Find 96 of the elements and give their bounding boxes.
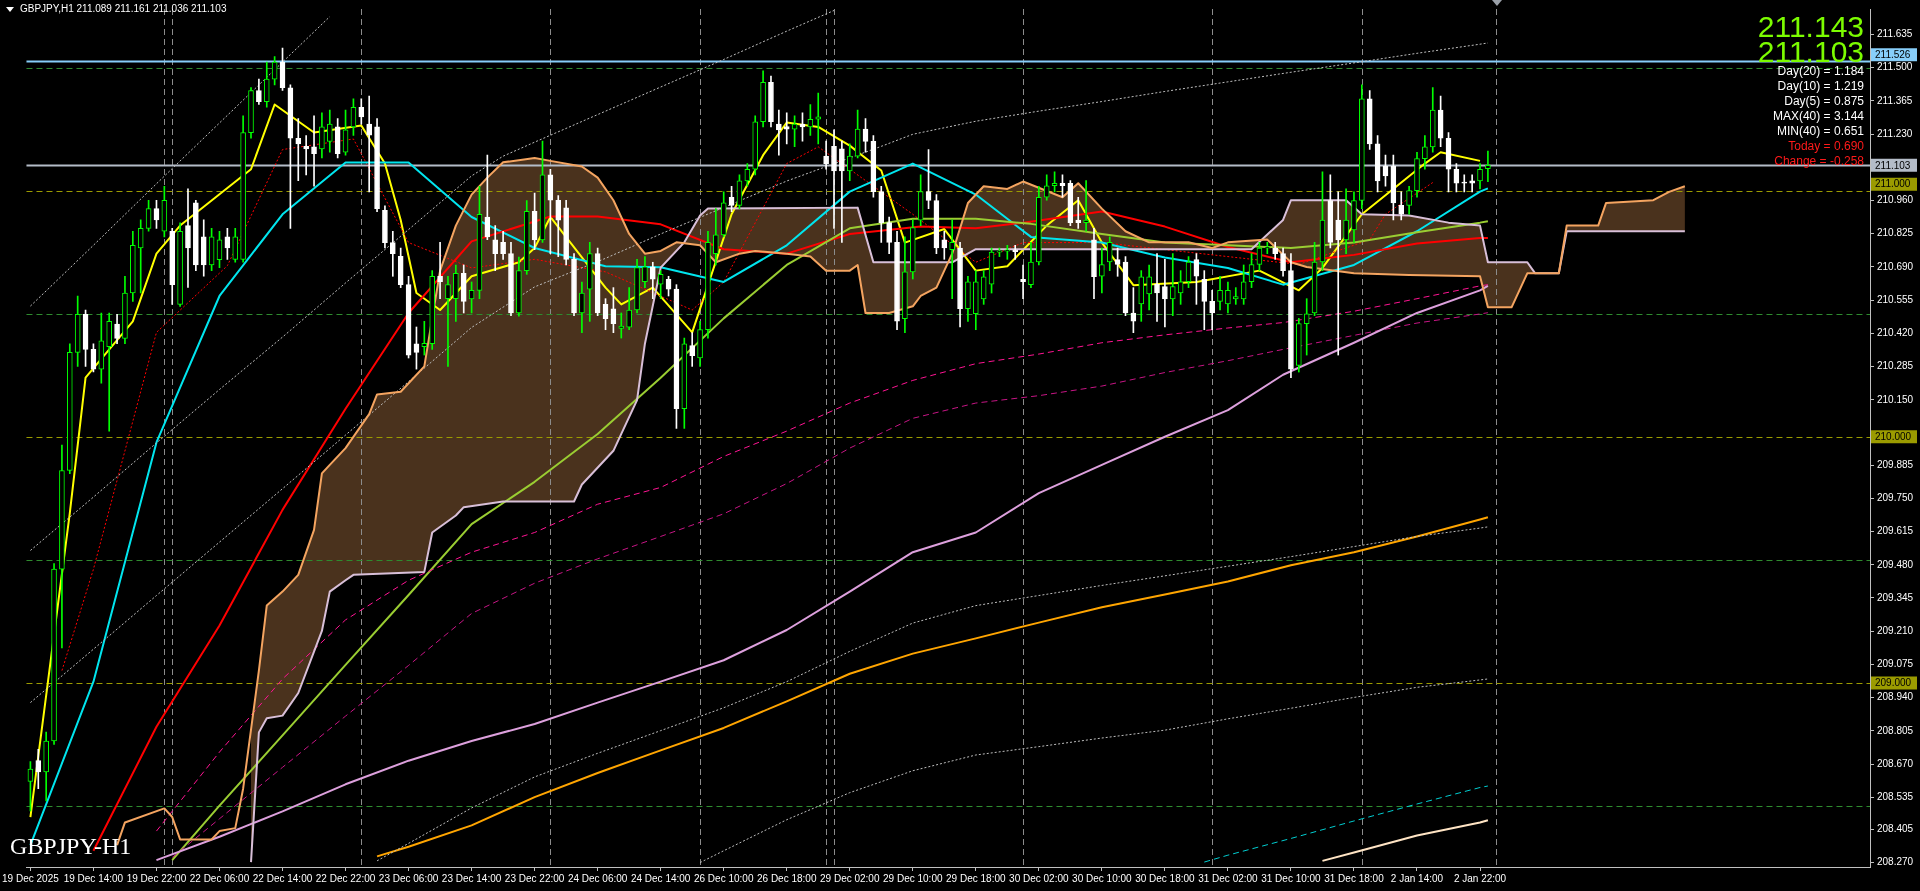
y-tick-label: 208.940 (1877, 691, 1914, 703)
candlestick (949, 219, 956, 300)
y-tick-label: 210.420 (1877, 327, 1914, 339)
chart-title: GBPJPY,H1 211.089 211.161 211.036 211.103 (20, 3, 227, 15)
candlestick (445, 275, 451, 367)
candlestick (815, 92, 822, 145)
x-tick-label: 23 Dec 06:00 (378, 872, 439, 884)
candlestick (1461, 174, 1468, 193)
x-tick-label: 30 Dec 02:00 (1009, 872, 1070, 884)
x-tick-label: 31 Dec 10:00 (1261, 872, 1322, 884)
candlestick (1303, 298, 1310, 356)
candlestick (831, 129, 837, 229)
y-tick-label: 209.615 (1877, 525, 1914, 537)
candlestick (1169, 253, 1176, 317)
y-tick-label: 209.480 (1877, 558, 1914, 570)
y-tick-label: 208.670 (1877, 757, 1914, 769)
annotation: Day(10) = 1.219 (1777, 79, 1864, 94)
annotation: Day(5) = 0.875 (1784, 94, 1864, 109)
candlestick (1469, 174, 1475, 193)
x-tick-label: 22 Dec 14:00 (252, 872, 313, 884)
candlestick (1264, 242, 1271, 254)
line-series (1203, 785, 1489, 863)
y-tick-label: 208.805 (1877, 724, 1914, 736)
x-tick-label: 23 Dec 14:00 (441, 872, 502, 884)
annotation: Day(20) = 1.184 (1777, 64, 1864, 79)
candlestick (1154, 253, 1160, 322)
x-tick-label: 31 Dec 18:00 (1324, 872, 1385, 884)
ref-line-label: 211.526 (1875, 48, 1911, 60)
annotation: 211.143 (1757, 10, 1864, 43)
y-tick-label: 209.885 (1877, 458, 1914, 470)
candlestick (1485, 150, 1491, 183)
y-tick-label: 210.690 (1877, 260, 1914, 272)
y-tick-label: 209.750 (1877, 492, 1914, 504)
y-tick-label: 210.285 (1877, 360, 1914, 372)
candlestick (303, 135, 309, 176)
y-tick-label: 211.500 (1877, 61, 1913, 73)
y-tick-label: 210.960 (1877, 194, 1914, 206)
candlestick (1162, 258, 1168, 328)
y-tick-label: 210.555 (1877, 293, 1914, 305)
annotation: Today = 0.690 (1788, 139, 1864, 154)
x-tick-label: 2 Jan 22:00 (1453, 872, 1507, 884)
annotation: MAX(40) = 3.144 (1772, 109, 1864, 124)
candlestick (1232, 287, 1239, 305)
y-tick-label: 211.365 (1877, 94, 1913, 106)
x-tick-label: 19 Dec 14:00 (63, 872, 124, 884)
x-tick-label: 29 Dec 02:00 (820, 872, 880, 884)
x-tick-label: 23 Dec 22:00 (504, 872, 565, 884)
annotation: GBPJPY-H1 (10, 833, 132, 859)
candlestick (776, 109, 782, 156)
x-tick-label: 2 Jan 14:00 (1390, 872, 1444, 884)
y-tick-label: 209.075 (1877, 658, 1914, 670)
x-tick-label: 19 Dec 2025 (2, 872, 60, 884)
y-tick-label: 209.210 (1877, 624, 1914, 636)
annotation: Change = -0.258 (1774, 154, 1864, 169)
x-tick-label: 29 Dec 18:00 (946, 872, 1006, 884)
candlestick (618, 312, 625, 339)
candlestick (1020, 264, 1026, 300)
ref-line-label: 211.000 (1875, 178, 1911, 190)
y-tick-label: 211.635 (1877, 28, 1913, 40)
candlestick (311, 115, 317, 187)
y-tick-label: 210.825 (1877, 227, 1914, 239)
x-tick-label: 26 Dec 10:00 (693, 872, 754, 884)
y-tick-label: 208.270 (1877, 856, 1914, 868)
candlestick (839, 140, 845, 243)
x-tick-label: 26 Dec 18:00 (756, 872, 817, 884)
candlestick (366, 95, 373, 193)
candlestick (1012, 244, 1019, 260)
candlestick (1335, 191, 1342, 356)
x-tick-label: 22 Dec 22:00 (315, 872, 376, 884)
ref-line-label: 210.000 (1875, 431, 1912, 443)
x-tick-label: 19 Dec 22:00 (126, 872, 187, 884)
line-series (699, 678, 1489, 864)
ref-line-label: 211.103 (1875, 159, 1911, 171)
y-tick-label: 210.150 (1877, 393, 1914, 405)
candlestick (1083, 180, 1089, 232)
x-tick-label: 30 Dec 18:00 (1135, 872, 1196, 884)
candlestick (783, 112, 790, 145)
ref-line-label: 209.000 (1875, 677, 1912, 689)
y-tick-label: 208.535 (1877, 791, 1914, 803)
x-tick-label: 29 Dec 10:00 (883, 872, 943, 884)
candlestick (1004, 244, 1011, 260)
y-tick-label: 209.345 (1877, 591, 1914, 603)
y-tick-label: 208.405 (1877, 823, 1914, 835)
x-tick-label: 24 Dec 14:00 (630, 872, 691, 884)
candlestick (437, 242, 443, 300)
candlestick (1075, 196, 1082, 229)
candlestick (106, 312, 113, 432)
y-tick-label: 211.230 (1877, 127, 1913, 139)
x-tick-label: 24 Dec 06:00 (567, 872, 628, 884)
candlestick (185, 188, 191, 288)
x-tick-label: 31 Dec 02:00 (1198, 872, 1259, 884)
annotation: MIN(40) = 0.651 (1776, 124, 1864, 139)
x-tick-label: 22 Dec 06:00 (189, 872, 250, 884)
candlestick (421, 321, 428, 356)
x-tick-label: 30 Dec 10:00 (1072, 872, 1133, 884)
candlestick (295, 118, 302, 181)
